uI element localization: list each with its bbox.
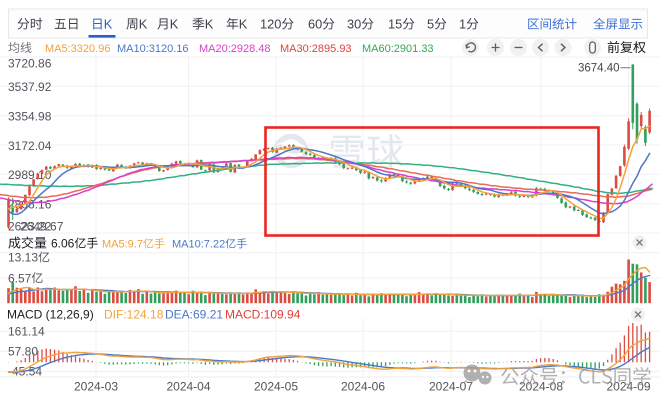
svg-text:2: 2 [267,17,274,32]
svg-text:0: 0 [315,17,322,32]
svg-text:2024-06: 2024-06 [341,380,385,394]
svg-text:MA20:2928.48: MA20:2928.48 [199,43,271,55]
svg-text:3674.40: 3674.40 [578,63,620,75]
svg-text:1: 1 [459,17,466,32]
svg-text:2024-09: 2024-09 [606,380,650,394]
svg-text:2024-08: 2024-08 [519,380,563,394]
svg-text:161.14: 161.14 [8,324,45,338]
svg-text:MA60:2901.33: MA60:2901.33 [362,43,434,55]
svg-text:13.13: 13.13 [8,251,38,265]
svg-text:MA5:3320.96: MA5:3320.96 [45,43,110,55]
svg-text:2024-05: 2024-05 [254,380,298,394]
svg-text:2649.67: 2649.67 [20,220,64,234]
svg-text:3537.92: 3537.92 [8,80,52,94]
svg-text:6.57: 6.57 [8,271,32,285]
svg-text:1: 1 [260,17,267,32]
svg-text:K: K [139,17,148,32]
svg-text:6: 6 [308,17,315,32]
svg-text:K: K [239,17,248,32]
svg-text:MACD (12,26,9): MACD (12,26,9) [7,308,94,322]
svg-text:3354.98: 3354.98 [8,110,52,124]
svg-text:2623.22: 2623.22 [8,220,52,234]
svg-text:2024-04: 2024-04 [166,380,210,394]
svg-text:5: 5 [395,17,402,32]
svg-text:MA30:2895.93: MA30:2895.93 [280,43,352,55]
svg-text:MA10:7.22: MA10:7.22 [172,239,225,251]
svg-text:DIF:124.18: DIF:124.18 [104,308,164,322]
svg-text:K: K [170,17,179,32]
svg-text:0: 0 [354,17,361,32]
svg-text:1: 1 [388,17,395,32]
svg-text:0: 0 [274,17,281,32]
svg-text:MACD:109.94: MACD:109.94 [225,308,301,322]
svg-text:3720.86: 3720.86 [8,57,52,71]
svg-text:5: 5 [427,17,434,32]
svg-text:3172.04: 3172.04 [8,139,52,153]
svg-text:MA5:9.7: MA5:9.7 [102,239,143,251]
svg-text:MA10:3120.16: MA10:3120.16 [117,43,189,55]
svg-text:57.80: 57.80 [8,344,38,358]
svg-text:2024-03: 2024-03 [74,380,118,394]
svg-text:K: K [104,17,113,32]
svg-text:6.06: 6.06 [51,237,75,251]
svg-text:K: K [205,17,214,32]
svg-text:2989.10: 2989.10 [8,168,52,182]
svg-text:2024-07: 2024-07 [429,380,473,394]
svg-text:3: 3 [347,17,354,32]
svg-text:DEA:69.21: DEA:69.21 [165,308,223,322]
